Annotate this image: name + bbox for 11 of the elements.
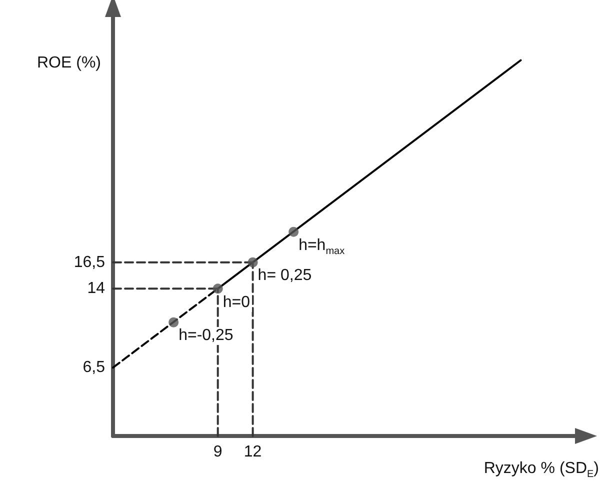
y-tick-label: 14 bbox=[87, 280, 106, 298]
x-axis-title: Ryzyko % (SD$_{E}$) bbox=[482, 460, 601, 484]
annotation: h= 0,25 bbox=[256, 267, 314, 286]
annotation: h=0 bbox=[220, 294, 252, 312]
x-tick-label: 12 bbox=[244, 444, 262, 460]
annotation: h=h$_{max}$ bbox=[296, 236, 347, 261]
y-tick-label: 16,5 bbox=[74, 254, 106, 271]
x-tick-label: 9 bbox=[213, 444, 222, 460]
y-tick-label: 6,5 bbox=[82, 359, 106, 376]
annotation: h=-0,25 bbox=[176, 327, 236, 346]
y-axis-title: ROE (%) bbox=[37, 54, 101, 72]
